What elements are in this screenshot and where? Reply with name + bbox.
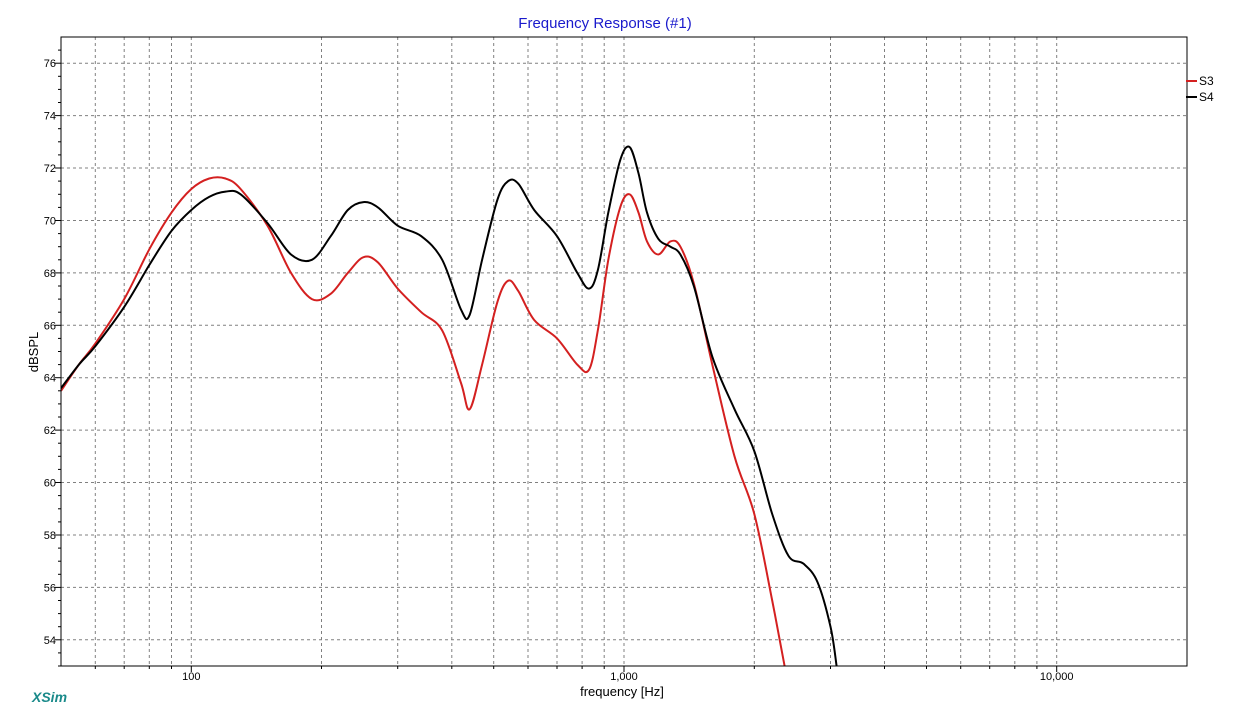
y-tick-label: 74	[44, 111, 56, 123]
y-tick-label: 56	[44, 582, 56, 594]
y-tick-label: 70	[44, 216, 56, 228]
y-tick-label: 72	[44, 163, 56, 175]
y-axis-label: dBSPL	[26, 332, 41, 372]
y-tick-label: 58	[44, 530, 56, 542]
x-tick-label: 1,000	[610, 671, 638, 683]
x-tick-label: 100	[182, 671, 200, 683]
legend-label-s3: S3	[1199, 74, 1214, 88]
series-line-s4	[61, 145, 838, 666]
y-tick-label: 62	[44, 425, 56, 437]
plot-frame	[60, 36, 1188, 667]
y-tick-label: 76	[44, 58, 56, 70]
chart-title: Frequency Response (#1)	[518, 15, 691, 32]
series-line-s3	[61, 176, 786, 666]
app-name-logo: XSim	[31, 689, 67, 705]
y-tick-label: 54	[44, 635, 56, 647]
y-tick-label: 64	[44, 373, 56, 385]
x-axis-label: frequency [Hz]	[580, 684, 664, 699]
series-layer	[61, 145, 838, 666]
y-tick-label: 60	[44, 478, 56, 490]
y-tick-label: 66	[44, 320, 56, 332]
legend-label-s4: S4	[1199, 90, 1214, 104]
x-tick-label: 10,000	[1040, 671, 1074, 683]
axis-ticks: 100 1,000 10,000 54 56 58 60 62 64 66 68 70 72 74 76	[44, 49, 1074, 683]
y-tick-label: 68	[44, 268, 56, 280]
grid-lines	[61, 37, 1187, 666]
